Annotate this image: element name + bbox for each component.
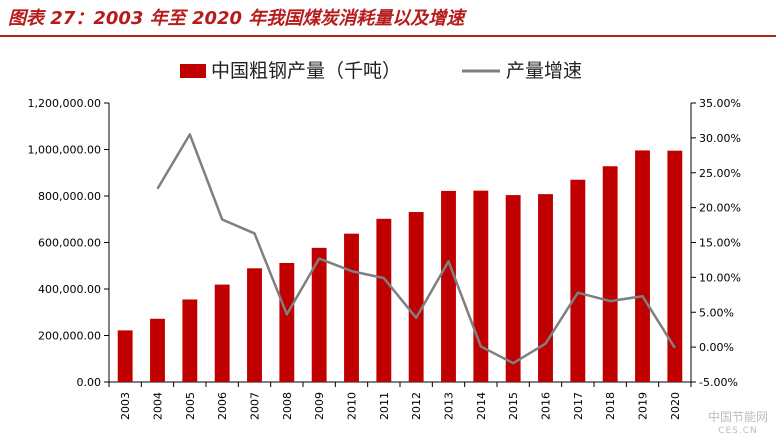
left-tick-label: 1,200,000.00: [28, 97, 101, 110]
x-tick-label: 2004: [152, 392, 165, 420]
bar: [473, 190, 489, 382]
right-tick-label: 25.00%: [699, 167, 741, 180]
x-tick-label: 2011: [378, 392, 391, 420]
x-tick-label: 2008: [281, 392, 294, 420]
x-tick-label: 2010: [346, 392, 359, 420]
left-tick-label: 1,000,000.00: [28, 144, 101, 157]
watermark-text: 中国节能网: [707, 410, 768, 424]
bar: [214, 284, 230, 382]
x-tick-label: 2013: [443, 392, 456, 420]
chart-legend: 中国粗钢产量（千吨） 产量增速: [180, 60, 582, 82]
x-tick-label: 2018: [604, 392, 617, 420]
bar: [441, 190, 456, 382]
x-tick-label: 2020: [669, 392, 682, 420]
left-tick-label: 400,000.00: [38, 283, 101, 296]
legend-label-line: 产量增速: [506, 60, 582, 82]
watermark-subtext: CES.CN: [718, 426, 758, 436]
bar: [150, 318, 165, 382]
x-tick-label: 2014: [475, 392, 488, 420]
x-tick-label: 2019: [637, 392, 650, 420]
x-tick-label: 2015: [507, 392, 520, 420]
watermark: 中国节能网 CES.CN: [708, 410, 768, 438]
bar: [279, 262, 295, 382]
right-tick-label: 20.00%: [699, 202, 741, 215]
x-tick-label: 2007: [249, 392, 262, 420]
bar-series: [117, 150, 683, 382]
x-tick-label: 2005: [184, 392, 197, 420]
right-tick-label: 15.00%: [699, 237, 741, 250]
bar: [602, 166, 618, 382]
x-tick-label: 2003: [119, 392, 132, 420]
bar: [408, 212, 424, 382]
bar: [311, 247, 327, 382]
legend-swatch-bar: [180, 64, 206, 78]
right-tick-label: 30.00%: [699, 132, 741, 145]
left-tick-label: 0.00: [77, 376, 102, 389]
left-tick-label: 600,000.00: [38, 237, 101, 250]
bar: [182, 299, 198, 382]
bar: [570, 179, 586, 382]
legend-label-bar: 中国粗钢产量（千吨）: [211, 60, 401, 82]
right-tick-label: -5.00%: [699, 376, 738, 389]
chart-axes: 0.00 200,000.00 400,000.00 600,000.00 800,00…: [28, 97, 741, 420]
x-tick-label: 2012: [410, 392, 423, 420]
right-tick-label: 10.00%: [699, 271, 741, 284]
combo-chart: 中国粗钢产量（千吨） 产量增速 0.00 200,000.00 400,000.00 6…: [28, 60, 741, 420]
bar: [505, 195, 521, 382]
bar: [635, 150, 650, 382]
x-tick-label: 2016: [540, 392, 553, 420]
right-tick-label: 35.00%: [699, 97, 741, 110]
x-tick-label: 2017: [572, 392, 585, 420]
bar: [344, 233, 359, 382]
bar: [538, 194, 553, 382]
right-tick-label: 0.00%: [699, 341, 734, 354]
x-tick-label: 2009: [313, 392, 326, 420]
line-series: [156, 133, 676, 365]
right-tick-label: 5.00%: [699, 306, 734, 319]
bar: [247, 268, 262, 382]
left-tick-label: 200,000.00: [38, 330, 101, 343]
bar: [117, 330, 133, 382]
bar: [376, 218, 392, 382]
title-divider: [0, 35, 776, 37]
x-tick-label: 2006: [216, 392, 229, 420]
left-tick-label: 800,000.00: [38, 190, 101, 203]
figure-title: 图表 27：2003 年至 2020 年我国煤炭消耗量以及增速: [8, 8, 465, 29]
bar: [667, 150, 683, 382]
